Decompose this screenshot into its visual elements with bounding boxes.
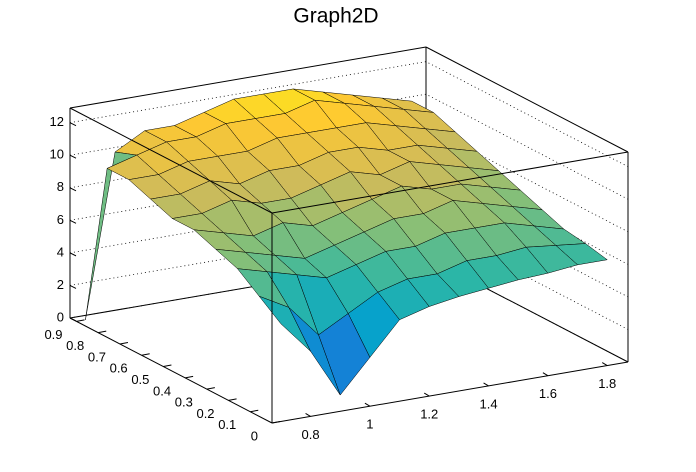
box-edge — [69, 107, 273, 214]
y-tick — [119, 341, 129, 345]
box-edge — [425, 46, 629, 153]
chart-title: Graph2D — [293, 5, 378, 28]
y-tick-label: 0.4 — [153, 383, 171, 398]
x-tick-label: 1 — [366, 417, 373, 432]
x-tick-label: 0.8 — [302, 427, 320, 442]
z-tick-label: 6 — [57, 212, 64, 227]
x-tick — [423, 392, 430, 397]
z-tick-label: 12 — [50, 114, 64, 129]
z-tick — [69, 187, 77, 192]
x-tick-label: 1.8 — [598, 376, 616, 391]
y-tick-label: 0 — [251, 428, 258, 443]
x-tick-label: 1.2 — [420, 406, 438, 421]
box-edge — [69, 46, 427, 109]
y-tick-label: 0.9 — [44, 327, 62, 342]
x-tick — [364, 402, 371, 407]
box-edge — [271, 361, 629, 424]
box-edge — [271, 151, 629, 214]
y-tick-label: 0.3 — [175, 395, 193, 410]
x-tick — [542, 372, 549, 377]
y-tick-label: 0.2 — [196, 406, 214, 421]
y-tick-label: 0.6 — [110, 361, 128, 376]
y-tick — [141, 353, 150, 356]
z-tick-label: 0 — [57, 309, 64, 324]
z-tick-label: 4 — [57, 244, 64, 259]
y-tick — [185, 375, 194, 379]
x-tick-label: 1.4 — [480, 396, 498, 411]
y-tick — [76, 319, 85, 322]
y-tick — [271, 421, 281, 424]
y-tick-label: 0.7 — [88, 349, 106, 364]
grid-line — [69, 224, 629, 330]
x-tick — [483, 382, 489, 387]
z-tick — [69, 154, 77, 159]
grid-line — [69, 256, 629, 363]
y-tick-label: 0.1 — [218, 417, 236, 432]
y-tick-label: 0.8 — [66, 338, 84, 353]
y-tick — [98, 330, 107, 334]
z-tick — [69, 317, 77, 322]
x-tick-label: 1.6 — [539, 386, 557, 401]
z-tick — [69, 122, 77, 127]
z-tick — [69, 284, 77, 289]
z-tick — [69, 252, 77, 257]
z-tick — [69, 219, 77, 224]
z-tick-label: 2 — [57, 277, 64, 292]
grid-line — [69, 61, 629, 168]
x-tick — [305, 412, 311, 417]
box-edge — [69, 317, 273, 424]
y-tick — [250, 409, 259, 413]
y-tick — [228, 398, 237, 401]
x-tick — [601, 362, 608, 366]
y-tick-label: 0.5 — [131, 372, 149, 387]
y-tick — [163, 364, 172, 368]
z-tick-label: 10 — [50, 147, 64, 162]
y-tick — [206, 387, 215, 390]
z-tick-label: 8 — [57, 179, 64, 194]
